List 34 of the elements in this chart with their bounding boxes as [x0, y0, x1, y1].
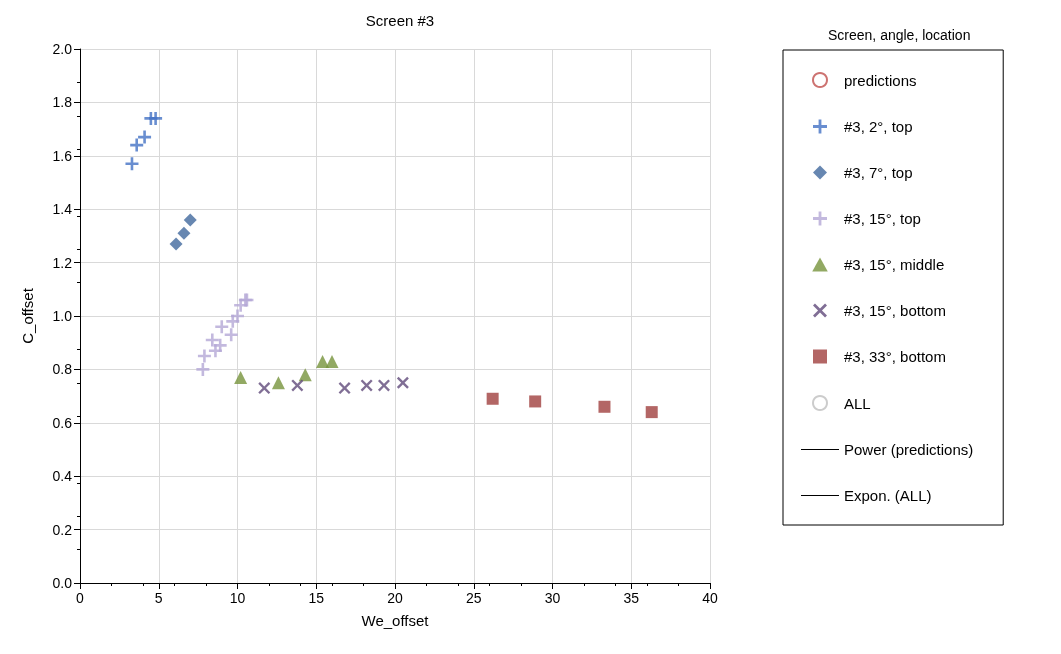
y-tick-label: 0.6	[52, 414, 73, 431]
y-tick-label: 2.0	[52, 41, 73, 57]
y-tick-label: 0.8	[52, 361, 73, 378]
legend-label: Expon. (ALL)	[844, 487, 932, 504]
chart-title: Screen #3	[365, 12, 435, 29]
x-tick-label: 30	[544, 590, 561, 606]
legend-label: #3, 7°, top	[844, 164, 913, 181]
x-tick-label: 10	[229, 590, 246, 606]
y-tick-label: 1.8	[52, 94, 73, 111]
x-tick-label: 40	[702, 590, 718, 606]
legend-title: Screen, angle, location	[828, 27, 971, 43]
legend-label: #3, 15°, top	[844, 210, 921, 227]
x-axis-title: We_offset	[361, 612, 430, 629]
legend-label: #3, 15°, bottom	[844, 302, 946, 319]
y-tick-label: 0.0	[52, 575, 73, 591]
legend-label: Power (predictions)	[844, 441, 974, 458]
legend-label: #3, 15°, middle	[844, 256, 945, 273]
x-tick-label: 0	[76, 590, 85, 606]
legend-label: predictions	[844, 71, 917, 89]
x-tick-label: 35	[623, 590, 640, 606]
x-tick-label: 25	[465, 590, 482, 606]
y-tick-label: 1.6	[52, 147, 73, 164]
y-tick-label: 0.2	[52, 521, 73, 538]
y-tick-label: 0.4	[52, 468, 73, 485]
x-tick-label: 5	[154, 590, 163, 606]
x-tick-label: 20	[387, 590, 403, 606]
legend-label: #3, 33°, bottom	[844, 348, 946, 365]
y-tick-label: 1.0	[52, 308, 73, 324]
x-tick-label: 15	[308, 590, 325, 606]
legend-label: ALL	[844, 394, 871, 412]
y-tick-label: 1.4	[52, 201, 73, 218]
legend-label: #3, 2°, top	[844, 118, 913, 135]
y-tick-label: 1.2	[52, 254, 73, 271]
y-axis-title: C_offset	[19, 287, 36, 344]
